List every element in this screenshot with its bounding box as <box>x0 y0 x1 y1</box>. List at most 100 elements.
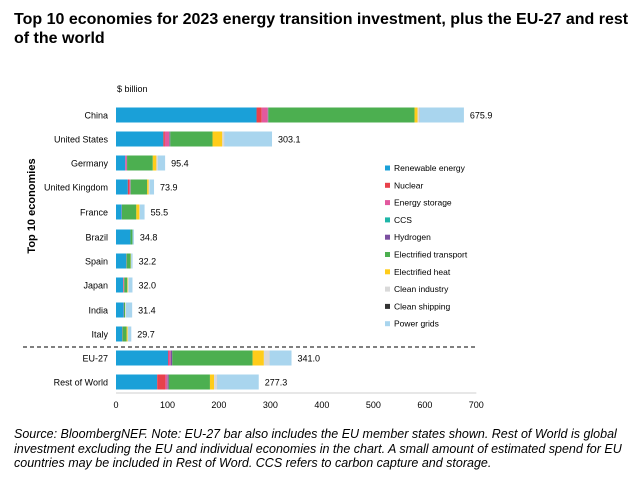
category-label-united-kingdom: United Kingdom <box>44 183 108 193</box>
bar-japan-electrified-transport <box>124 277 128 293</box>
bar-france-electrified-heat <box>136 204 140 220</box>
bar-italy-power-grids <box>128 326 132 342</box>
unit-label: $ billion <box>117 84 148 94</box>
legend-label-renewable-energy: Renewable energy <box>394 163 466 173</box>
bar-germany-power-grids <box>157 155 166 171</box>
bar-rest-of-world-electrified-transport <box>168 374 210 390</box>
legend-swatch-energy-storage <box>385 200 390 206</box>
bar-france-electrified-transport <box>121 204 137 220</box>
x-tick-label-200: 200 <box>211 400 226 410</box>
bar-united-kingdom-nuclear <box>127 179 130 195</box>
legend-label-nuclear: Nuclear <box>394 180 423 190</box>
legend-label-ccs: CCS <box>394 215 412 225</box>
value-label-eu-27: 341.0 <box>298 354 321 364</box>
legend-swatch-clean-shipping <box>385 303 390 309</box>
bar-united-states-electrified-heat <box>212 131 223 147</box>
bar-brazil-renewable-energy <box>116 229 131 245</box>
legend-label-energy-storage: Energy storage <box>394 198 452 208</box>
bar-china-energy-storage <box>261 107 268 123</box>
labels-layer: China 675.9 United States 303.1 Germany 95.4 U… <box>44 111 492 388</box>
bar-eu-27-hydrogen <box>170 350 173 366</box>
bar-united-states-energy-storage <box>164 131 170 147</box>
category-label-rest-of-world: Rest of World <box>54 378 108 388</box>
legend-label-electrified-transport: Electrified transport <box>394 250 468 260</box>
bar-japan-electrified-heat <box>127 277 128 293</box>
value-label-brazil: 34.8 <box>140 233 158 243</box>
bar-united-kingdom-power-grids <box>149 179 155 195</box>
bar-rest-of-world-hydrogen <box>167 374 169 390</box>
legend-swatch-electrified-transport <box>385 252 390 257</box>
bar-eu-27-electrified-transport <box>172 350 253 366</box>
bar-japan-clean-industry <box>127 277 129 293</box>
bar-eu-27-electrified-heat <box>252 350 264 366</box>
bar-united-kingdom-clean-industry <box>148 179 150 195</box>
x-tick-label-100: 100 <box>160 400 175 410</box>
x-tick-label-600: 600 <box>417 400 432 410</box>
value-label-china: 675.9 <box>470 111 493 121</box>
legend-swatch-clean-industry <box>385 286 390 292</box>
bar-brazil-power-grids <box>132 229 134 245</box>
bar-united-kingdom-energy-storage <box>129 179 131 195</box>
legend-swatch-power-grids <box>385 321 390 327</box>
x-tick-label-400: 400 <box>314 400 329 410</box>
value-label-germany: 95.4 <box>171 159 189 169</box>
bar-eu-27-renewable-energy <box>116 350 168 366</box>
bar-eu-27-power-grids <box>269 350 292 366</box>
bar-united-states-power-grids <box>224 131 273 147</box>
value-label-united-states: 303.1 <box>278 135 301 145</box>
bar-germany-renewable-energy <box>116 155 126 171</box>
value-label-italy: 29.7 <box>137 330 155 340</box>
bar-china-nuclear <box>256 107 262 123</box>
legend-swatch-renewable-energy <box>385 165 390 171</box>
legend-label-hydrogen: Hydrogen <box>394 232 431 242</box>
bar-germany-electrified-transport <box>127 155 153 171</box>
value-label-india: 31.4 <box>138 306 156 316</box>
category-label-france: France <box>80 208 108 218</box>
bar-india-renewable-energy <box>116 302 124 318</box>
source-note: Source: BloombergNEF. Note: EU-27 bar al… <box>14 427 622 470</box>
bar-rest-of-world-energy-storage <box>165 374 168 390</box>
category-label-japan: Japan <box>83 281 108 291</box>
value-label-japan: 32.0 <box>138 281 156 291</box>
category-label-spain: Spain <box>85 257 108 267</box>
bar-china-electrified-heat <box>414 107 418 123</box>
value-label-france: 55.5 <box>151 208 169 218</box>
bar-united-states-nuclear <box>163 131 165 147</box>
bar-italy-electrified-transport <box>122 326 127 342</box>
bar-rest-of-world-power-grids <box>217 374 259 390</box>
value-label-rest-of-world: 277.3 <box>265 378 288 388</box>
category-label-united-states: United States <box>54 135 109 145</box>
bar-rest-of-world-clean-industry <box>214 374 218 390</box>
x-tick-label-500: 500 <box>366 400 381 410</box>
x-axis: 0 100 200 300 400 500 600 700 <box>113 392 484 410</box>
bar-china-renewable-energy <box>116 107 257 123</box>
bar-germany-energy-storage <box>125 155 127 171</box>
legend-swatch-nuclear <box>385 182 390 188</box>
category-label-brazil: Brazil <box>85 233 108 243</box>
bar-india-clean-industry <box>125 302 126 318</box>
bar-japan-nuclear <box>123 277 124 293</box>
bar-italy-clean-industry <box>127 326 129 342</box>
bar-india-electrified-transport <box>123 302 126 318</box>
bar-rest-of-world-electrified-heat <box>209 374 215 390</box>
x-tick-label-300: 300 <box>263 400 278 410</box>
category-label-germany: Germany <box>71 159 109 169</box>
legend-swatch-hydrogen <box>385 234 390 240</box>
bar-eu-27-energy-storage <box>168 350 171 366</box>
legend: Renewable energy Nuclear Energy storage CCS… <box>385 163 468 329</box>
bar-italy-electrified-heat <box>126 326 128 342</box>
x-tick-label-0: 0 <box>113 400 118 410</box>
legend-swatch-electrified-heat <box>385 269 390 275</box>
legend-label-power-grids: Power grids <box>394 319 439 329</box>
legend-label-clean-industry: Clean industry <box>394 284 449 294</box>
bar-spain-renewable-energy <box>116 253 127 269</box>
legend-swatch-ccs <box>385 217 390 223</box>
bar-rest-of-world-nuclear <box>157 374 166 390</box>
bar-united-kingdom-renewable-energy <box>116 179 128 195</box>
bar-eu-27-nuclear <box>167 350 169 366</box>
bars-layer <box>116 107 464 390</box>
bar-spain-electrified-transport <box>126 253 131 269</box>
bar-china-electrified-transport <box>268 107 415 123</box>
bar-france-clean-industry <box>139 204 140 220</box>
bar-france-renewable-energy <box>116 204 122 220</box>
